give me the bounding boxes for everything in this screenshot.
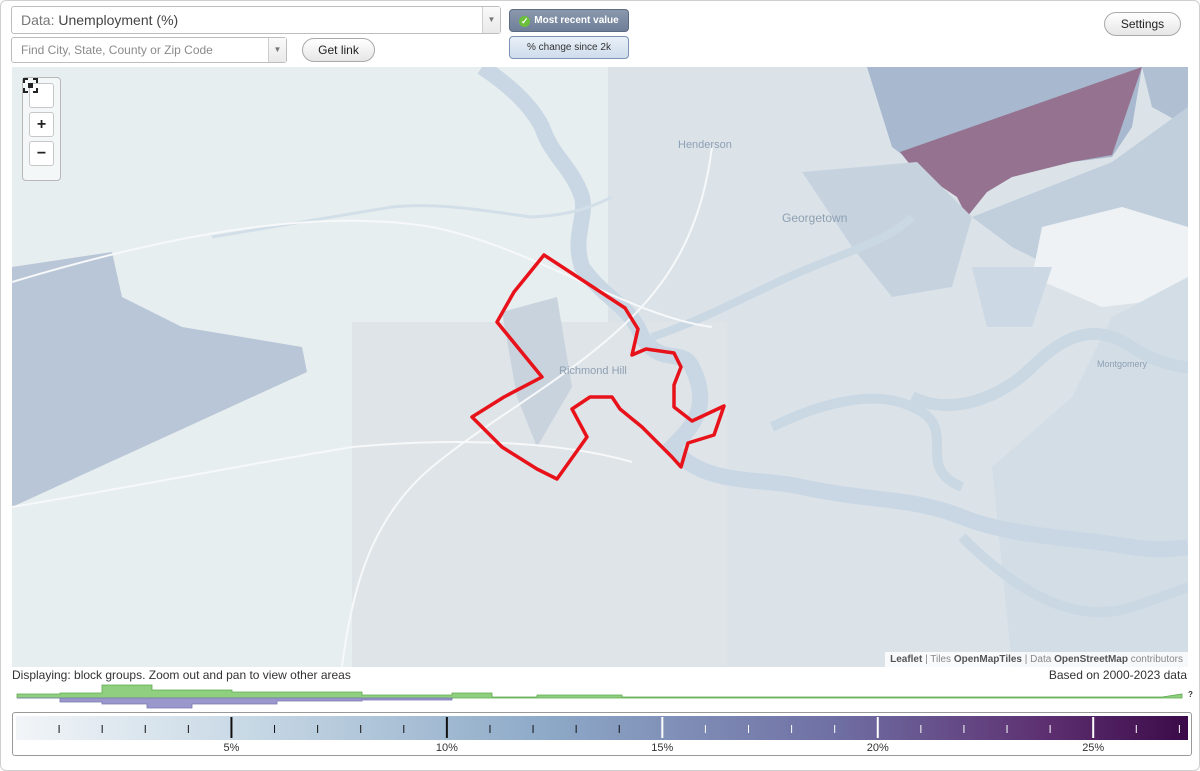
search-input[interactable]: Find City, State, County or Zip Code ▼ (11, 37, 287, 63)
settings-button[interactable]: Settings (1104, 12, 1181, 36)
map-attribution: Leaflet | Tiles OpenMapTiles | Data Open… (885, 652, 1188, 667)
map-tiles (12, 67, 1188, 667)
legend-gradient (16, 716, 1188, 740)
displaying-note: Displaying: block groups. Zoom out and p… (12, 668, 351, 682)
block-group (802, 162, 972, 297)
river (650, 214, 915, 341)
zoom-out-button[interactable]: − (29, 141, 54, 166)
search-placeholder: Find City, State, County or Zip Code (21, 43, 213, 57)
leaflet-link[interactable]: Leaflet (890, 654, 923, 665)
data-select-prefix: Data: (21, 12, 55, 28)
block-group-high (900, 67, 1142, 217)
histogram-previous (17, 697, 453, 709)
distribution-histogram (16, 684, 1183, 709)
data-range-note: Based on 2000-2023 data (1048, 668, 1187, 682)
attribution-text: | Tiles (925, 654, 952, 665)
chevron-down-icon: ▼ (268, 38, 286, 62)
legend-ticks: 5% 10% 15% 20% 25% (58, 717, 1180, 754)
chevron-down-icon: ▼ (482, 7, 500, 33)
river (958, 533, 1188, 618)
river (477, 67, 1188, 558)
block-group (1032, 207, 1188, 307)
selected-area-outline[interactable] (470, 253, 726, 481)
most-recent-label: Most recent value (534, 15, 619, 26)
fullscreen-button[interactable] (23, 78, 54, 108)
histogram-current (16, 684, 1183, 699)
road (12, 441, 633, 508)
minus-icon: − (36, 144, 47, 162)
openstreetmap-link[interactable]: OpenStreetMap (1054, 654, 1128, 665)
attribution-text: | Data (1024, 654, 1052, 665)
block-group (12, 252, 307, 507)
data-select[interactable]: Data: Unemployment (%) ▼ (11, 6, 501, 34)
road (341, 146, 713, 667)
road (12, 219, 713, 328)
legend-scale: 5% 10% 15% 20% 25% (16, 716, 1188, 754)
place-label-georgetown: Georgetown (782, 211, 848, 225)
river (769, 393, 965, 492)
data-select-value: Unemployment (%) (58, 12, 179, 28)
legend-tick-label: 10% (436, 742, 458, 754)
color-scale-legend: 5% 10% 15% 20% 25% (12, 712, 1192, 756)
place-label-henderson: Henderson (678, 139, 732, 151)
openmaptiles-link[interactable]: OpenMapTiles (953, 654, 1022, 665)
zoom-controls: + − (22, 77, 61, 181)
river (909, 327, 1188, 411)
histogram-help-mark[interactable]: ? (1188, 690, 1193, 699)
block-group (992, 277, 1188, 667)
plus-icon: + (36, 115, 47, 133)
map-canvas[interactable]: Henderson Georgetown Richmond Hill Montg… (12, 67, 1188, 667)
checkmark-icon: ✓ (519, 16, 531, 27)
percent-change-toggle[interactable]: % change since 2k (509, 36, 629, 59)
legend-tick-label: 20% (867, 742, 889, 754)
legend-tick-label: 25% (1082, 742, 1104, 754)
zoom-in-button[interactable]: + (29, 112, 54, 137)
legend-tick-label: 5% (223, 742, 239, 754)
legend-tick-label: 15% (651, 742, 673, 754)
block-group (972, 267, 1052, 327)
place-label-richmond-hill: Richmond Hill (559, 365, 627, 377)
most-recent-value-toggle[interactable]: ✓ Most recent value (509, 9, 629, 32)
get-link-button[interactable]: Get link (302, 38, 375, 62)
attribution-text: contributors (1130, 654, 1183, 665)
block-group (1142, 67, 1188, 127)
place-label-montgomery: Montgomery (1097, 359, 1148, 369)
fullscreen-icon (23, 78, 38, 93)
